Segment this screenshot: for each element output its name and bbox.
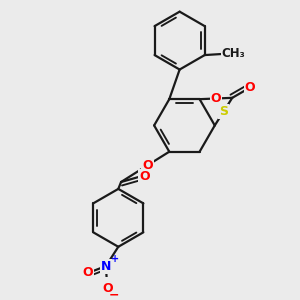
Text: S: S: [219, 105, 228, 118]
Text: +: +: [112, 254, 120, 263]
Text: O: O: [102, 282, 112, 295]
Text: O: O: [139, 170, 150, 183]
Text: CH₃: CH₃: [222, 47, 245, 60]
Text: O: O: [211, 92, 221, 105]
Text: O: O: [245, 81, 256, 94]
Text: N: N: [101, 260, 111, 273]
Text: O: O: [142, 159, 153, 172]
Text: −: −: [109, 289, 119, 300]
Text: O: O: [83, 266, 93, 280]
